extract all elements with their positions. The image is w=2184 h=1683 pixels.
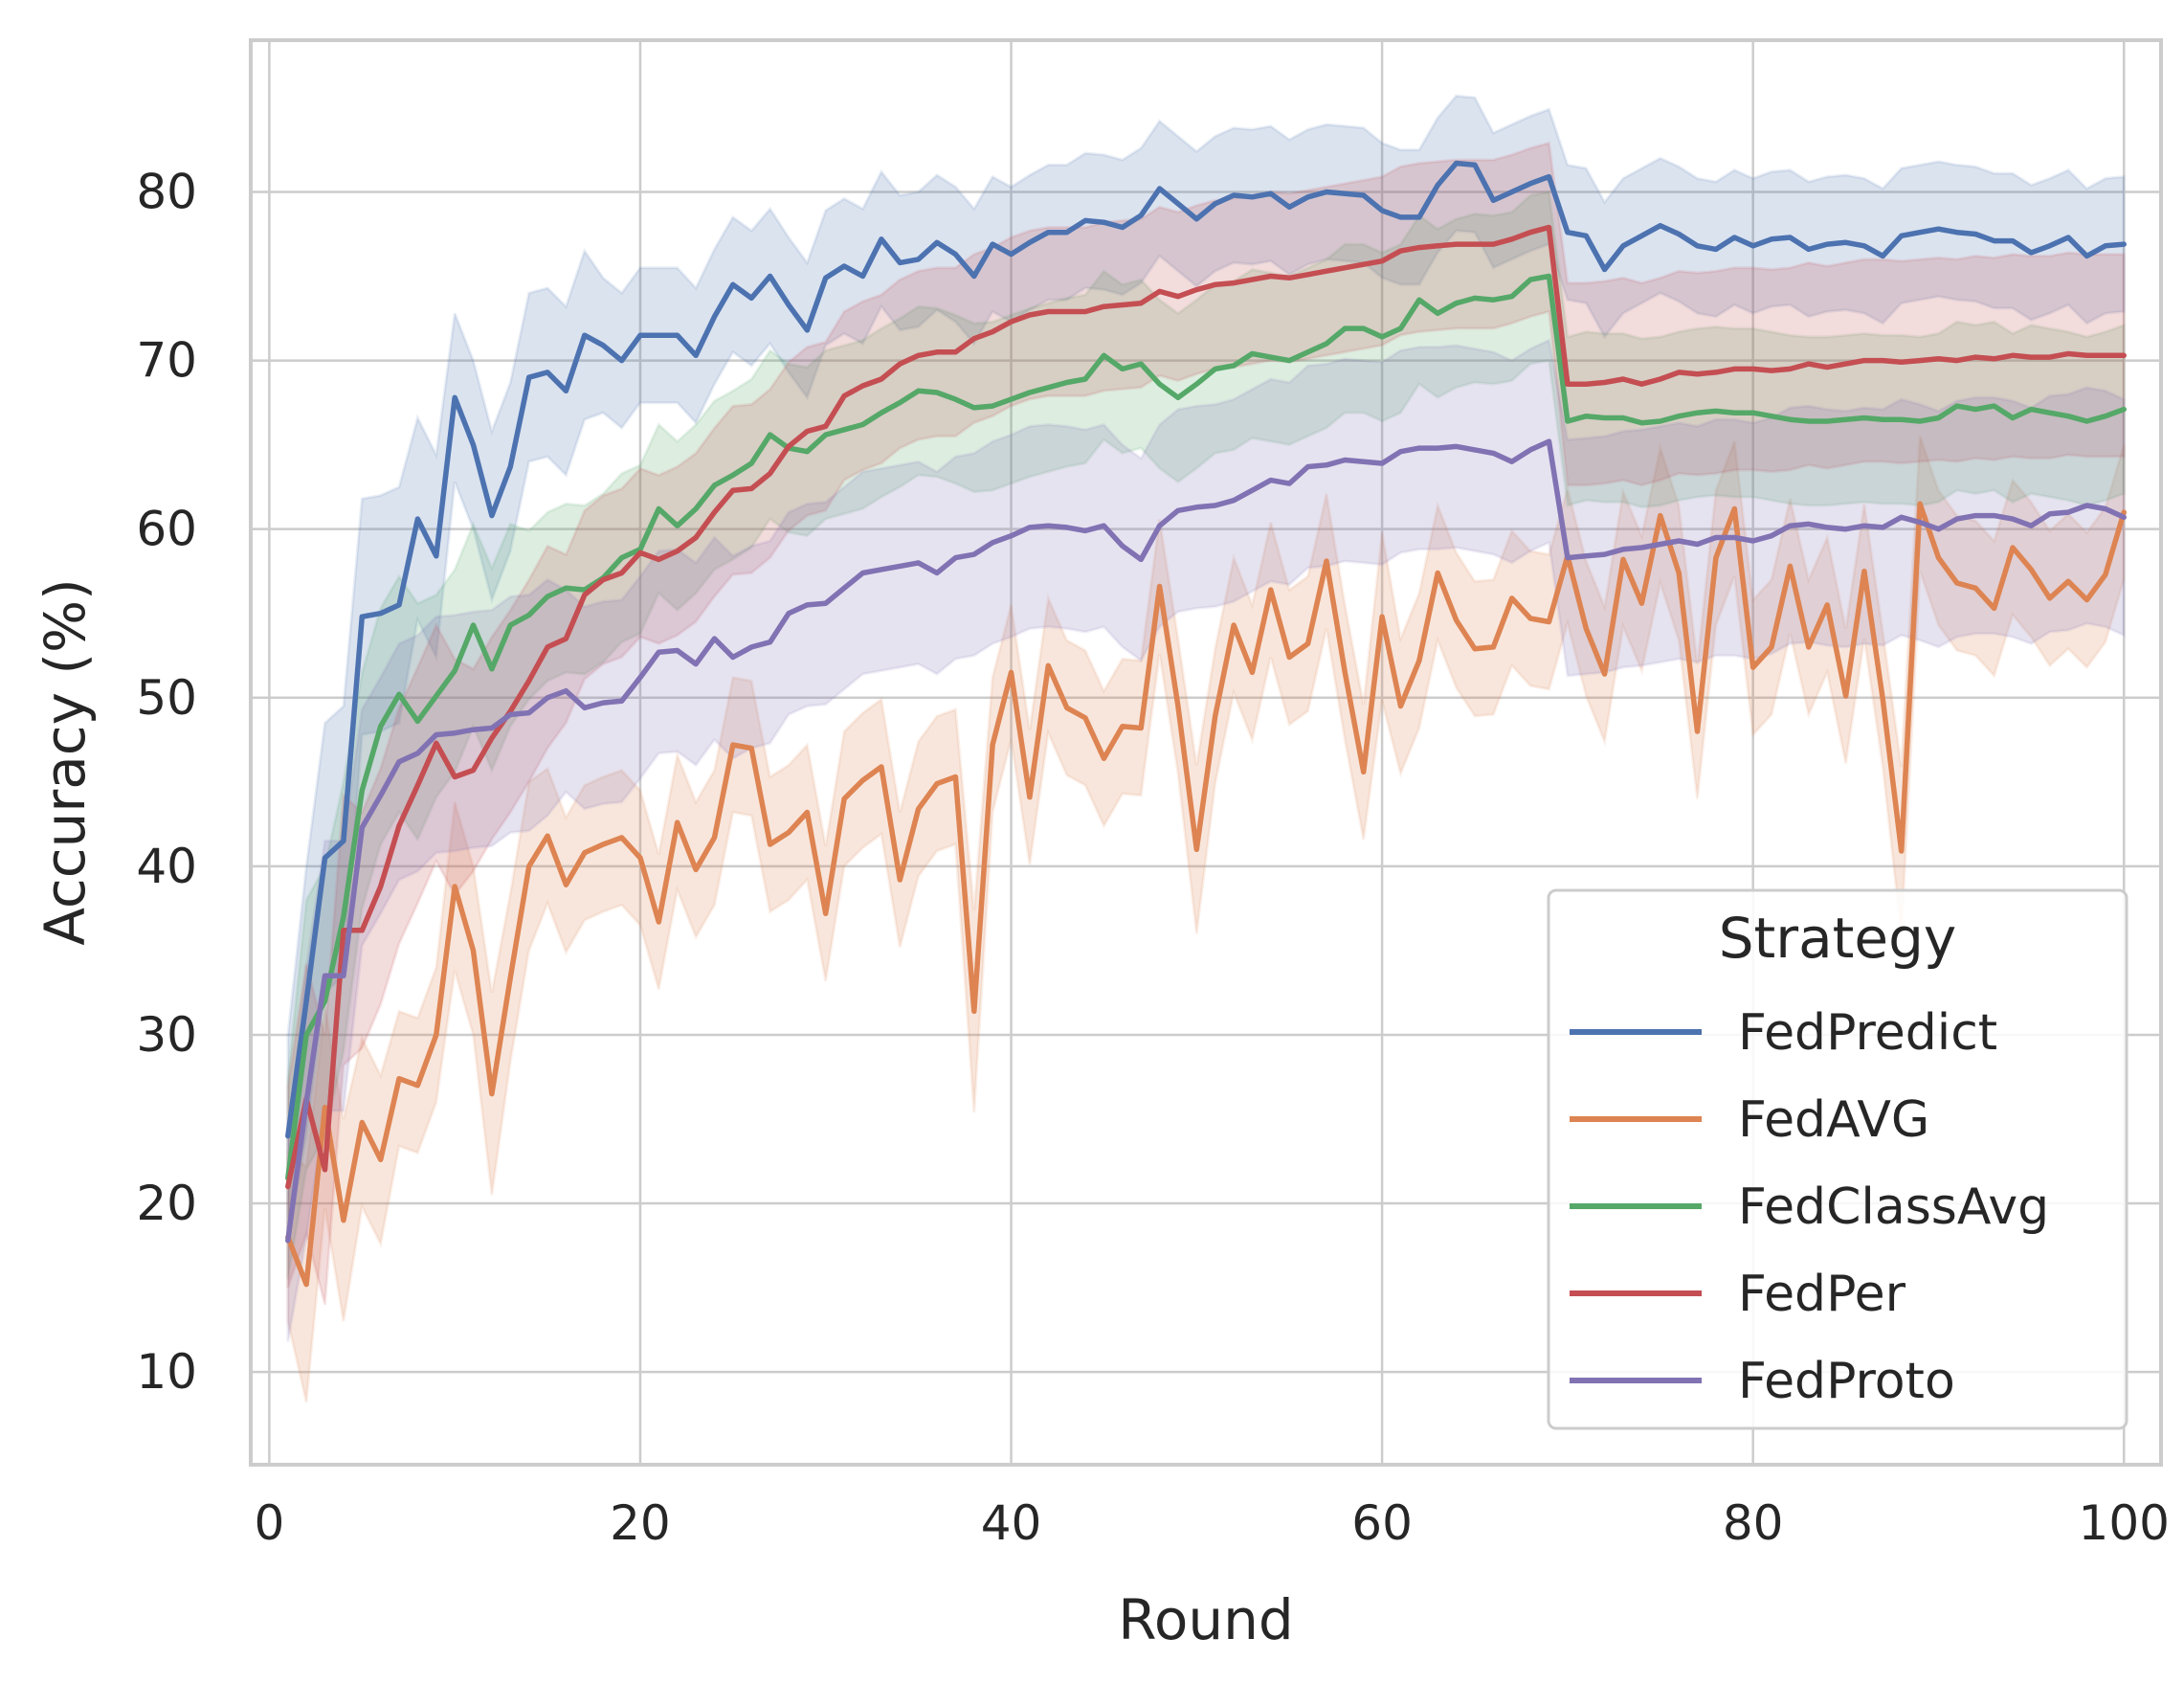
line-fedpredict (285, 160, 2127, 1139)
y-tick-label: 60 (136, 502, 197, 557)
legend-items: FedPredict FedAVG FedClassAvg FedPer FedProt… (1570, 1004, 2049, 1410)
y-tick-labels: 10 20 30 40 50 60 70 80 (136, 164, 197, 1400)
line-fedavg (285, 501, 2127, 1288)
y-tick-label: 70 (136, 333, 197, 389)
band-fedavg (286, 436, 2126, 1403)
legend-box (1547, 888, 2128, 1430)
band-fedper (286, 141, 2126, 1306)
line-fedper (285, 224, 2127, 1190)
y-tick-label: 80 (136, 164, 197, 219)
x-tick-labels: 0 20 40 60 80 100 (254, 1495, 2169, 1551)
legend-label-fedpredict: FedPredict (1738, 1004, 1997, 1062)
y-tick-label: 10 (136, 1344, 197, 1400)
legend-label-fedper: FedPer (1738, 1266, 1906, 1323)
x-axis-title: Round (1118, 1587, 1294, 1652)
x-tick-label: 20 (610, 1495, 671, 1551)
series-lines (285, 160, 2127, 1288)
y-tick-label: 30 (136, 1007, 197, 1063)
plot-frame (249, 38, 2163, 1467)
y-tick-label: 50 (136, 670, 197, 726)
x-tick-label: 80 (1723, 1495, 1784, 1551)
x-tick-label: 0 (254, 1495, 284, 1551)
legend: Strategy FedPredictFedAVGFedClassAvgFedP… (1547, 888, 2128, 1430)
x-tick-label: 40 (981, 1495, 1042, 1551)
band-fedpredict (286, 94, 2126, 1238)
band-fedproto (286, 338, 2126, 1342)
legend-label-fedavg: FedAVG (1738, 1091, 1929, 1149)
grid (251, 40, 2161, 1465)
y-tick-label: 20 (136, 1176, 197, 1231)
x-tick-label: 60 (1351, 1495, 1413, 1551)
legend-title: Strategy (1719, 906, 1957, 971)
y-axis-title: Accuracy (%) (33, 578, 98, 946)
legend-label-fedproto: FedProto (1738, 1353, 1955, 1410)
x-tick-label: 100 (2079, 1495, 2170, 1551)
line-fedproto (285, 438, 2127, 1244)
y-tick-label: 40 (136, 839, 197, 894)
legend-label-fedclassavg: FedClassAvg (1738, 1178, 2049, 1236)
